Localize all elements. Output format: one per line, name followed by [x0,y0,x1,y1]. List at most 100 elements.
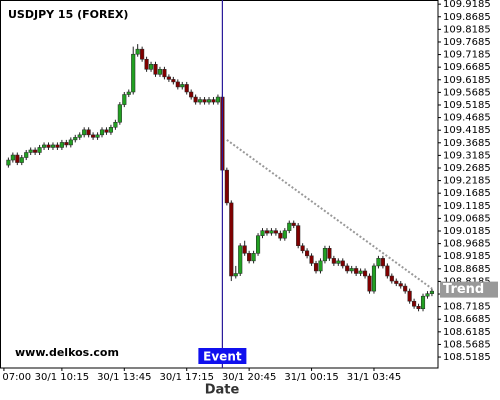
candle-body [327,248,332,259]
candle-body [287,222,292,231]
candle-body [37,147,42,153]
x-tick-label: 30/1 07:00 [0,372,31,383]
y-tick-label: 109.6685 [443,62,491,73]
candle-body [46,144,51,148]
candle-body [358,270,363,274]
candle-body [193,96,198,103]
candle-body [122,94,127,105]
event-label-box [198,348,247,364]
y-tick-label: 108.6685 [443,314,491,325]
candle-body [256,235,261,254]
candle-body [104,129,109,133]
candle-body [354,268,359,274]
candle-body [291,222,296,226]
y-tick-label: 108.9685 [443,239,491,250]
trend-label: Trend [443,282,484,297]
candle-body [412,300,417,307]
candle-body [429,290,434,294]
candle-body [385,265,390,277]
candle-body [6,159,11,166]
y-tick-label: 109.4685 [443,113,491,124]
candle-body [313,263,319,272]
candle-body [331,258,336,264]
x-tick-label: 30/1 20:45 [222,372,276,383]
candle-body [140,48,145,60]
candle-body [95,134,100,138]
candle-body [318,260,323,272]
y-tick-label: 109.9185 [443,0,491,10]
candle-body [260,230,265,236]
candle-body [282,230,287,239]
y-tick-label: 109.1185 [443,201,491,212]
candle-body [144,58,149,70]
candle-body [157,69,163,75]
candle-body [269,230,274,234]
candle-body [398,283,403,287]
x-tick-label: 31/1 00:15 [284,372,338,383]
y-tick-label: 109.0685 [443,213,491,224]
candle-body [247,253,252,262]
candle-body [305,250,310,257]
candle-body [376,258,381,267]
trend-label-box [440,281,498,298]
chart-title: USDJPY 15 (FOREX) [8,8,128,21]
candle-body [108,127,113,133]
candle-body [73,137,78,141]
x-axis-label: Date [205,383,240,398]
x-tick-label: 30/1 13:45 [97,372,151,383]
y-tick-label: 109.2185 [443,176,491,187]
y-tick-label: 108.9185 [443,251,491,262]
candle-body [425,293,430,297]
candle-body [367,275,372,292]
candle-body [345,265,350,272]
candle-body [273,230,278,234]
y-tick-label: 109.0185 [443,226,491,237]
y-tick-label: 109.4185 [443,125,491,136]
y-tick-label: 108.5185 [443,352,491,363]
candle-body [50,144,56,148]
y-tick-label: 109.3185 [443,150,491,161]
candle-body [309,255,314,264]
candle-body [349,268,354,272]
candle-body [126,91,131,95]
candle-body [264,230,270,234]
candle-body [407,290,412,302]
candle-body [251,253,256,262]
candle-body [202,99,207,103]
candle-body [233,273,238,277]
candle-body [15,154,20,163]
candle-body [99,129,105,136]
candle-body [113,121,118,128]
y-tick-label: 109.5185 [443,100,491,111]
candle-body [394,280,399,284]
candle-body [175,81,180,88]
plot-frame [0,0,439,369]
candle-body [211,99,216,103]
candle-body [238,245,243,274]
candle-body [64,142,69,146]
y-tick-label: 109.2685 [443,163,491,174]
candle-body [420,295,426,310]
candle-body [33,149,38,153]
candle-body [166,76,171,80]
candle-body [224,169,229,204]
event-label: Event [203,350,242,364]
candle-body [24,152,29,158]
y-tick-label: 108.5685 [443,339,491,350]
y-tick-label: 109.6185 [443,75,491,86]
x-tick-label: 30/1 10:15 [35,372,89,383]
candle-body [184,84,189,93]
candle-body [198,99,203,103]
candle-body [77,134,82,138]
candle-body [380,258,385,267]
candle-body [86,129,91,136]
candle-body [363,270,368,277]
y-tick-label: 108.7185 [443,302,491,313]
candle-body [171,79,176,83]
candle-body [371,265,377,292]
candle-body [91,134,96,138]
y-tick-label: 109.8185 [443,24,491,35]
candle-body [131,53,136,93]
trend-line [226,139,433,290]
